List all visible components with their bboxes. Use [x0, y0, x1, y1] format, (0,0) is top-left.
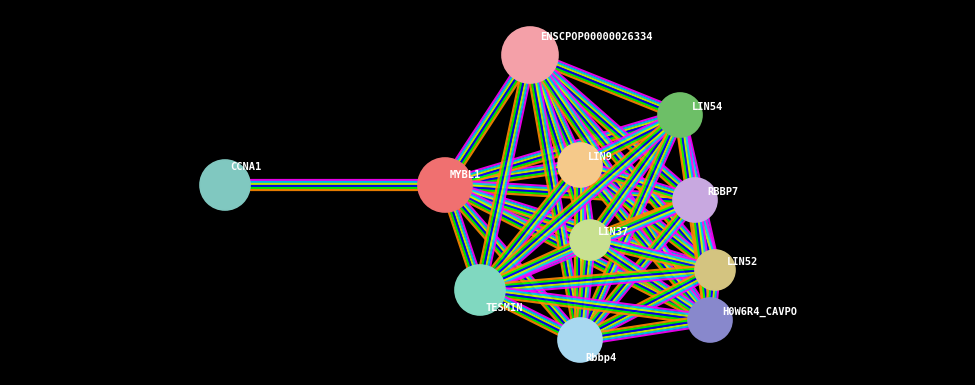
Circle shape — [418, 158, 472, 212]
Text: LIN37: LIN37 — [598, 227, 629, 237]
Text: LIN9: LIN9 — [588, 152, 613, 162]
Text: TESMIN: TESMIN — [485, 303, 523, 313]
Text: ENSCPOP00000026334: ENSCPOP00000026334 — [540, 32, 652, 42]
Circle shape — [455, 265, 505, 315]
Circle shape — [673, 178, 717, 222]
Text: LIN52: LIN52 — [727, 257, 759, 267]
Circle shape — [570, 220, 610, 260]
Text: Rbbp4: Rbbp4 — [585, 353, 616, 363]
Circle shape — [558, 318, 602, 362]
Text: LIN54: LIN54 — [692, 102, 723, 112]
Circle shape — [658, 93, 702, 137]
Text: H0W6R4_CAVPO: H0W6R4_CAVPO — [722, 307, 797, 317]
Text: MYBL1: MYBL1 — [450, 170, 482, 180]
Circle shape — [200, 160, 250, 210]
Text: CCNA1: CCNA1 — [230, 162, 261, 172]
Circle shape — [558, 143, 602, 187]
Circle shape — [688, 298, 732, 342]
Text: RBBP7: RBBP7 — [707, 187, 738, 197]
Circle shape — [502, 27, 558, 83]
Circle shape — [695, 250, 735, 290]
